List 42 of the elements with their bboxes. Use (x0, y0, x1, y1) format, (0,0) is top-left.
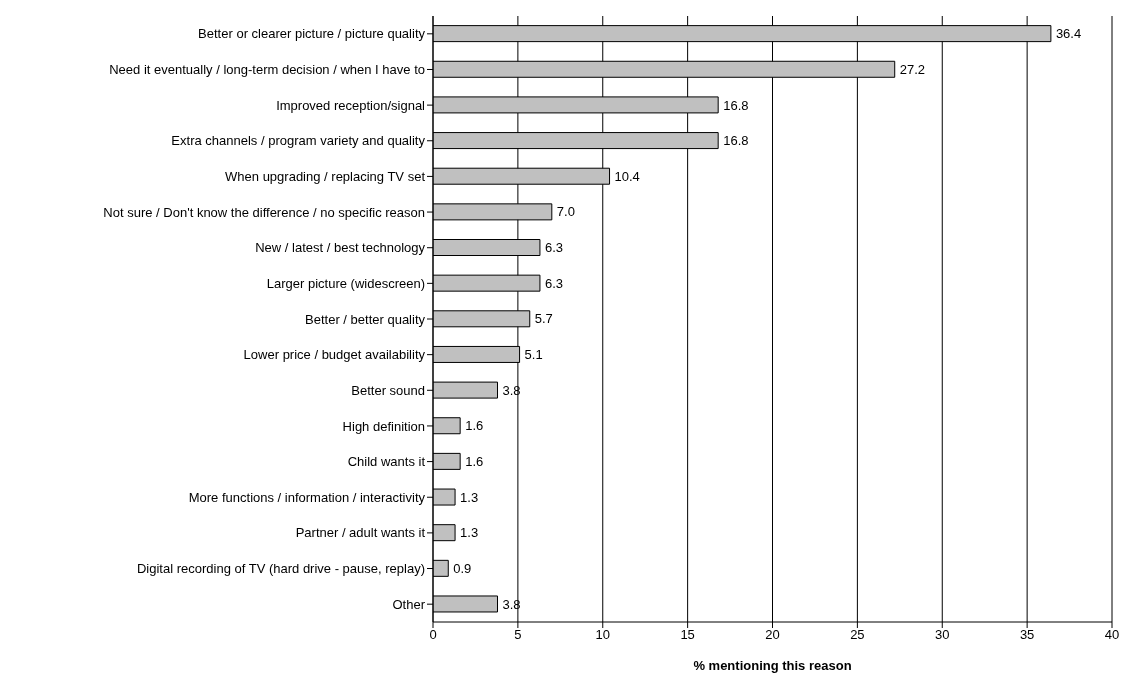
x-axis-title: % mentioning this reason (693, 658, 852, 673)
y-tick-label: Partner / adult wants it (295, 525, 426, 541)
x-tick-label: 5 (514, 627, 522, 643)
y-tick-label: Improved reception/signal (276, 97, 426, 113)
x-tick-label: 30 (935, 627, 950, 643)
y-tick-label: Extra channels / program variety and quality (171, 133, 426, 149)
y-tick-label: High definition (342, 418, 425, 434)
data-label: 16.8 (723, 133, 749, 149)
y-tick-label: Better / better quality (305, 311, 426, 327)
data-label: 6.3 (544, 240, 564, 256)
y-tick-label: Better or clearer picture / picture quality (198, 26, 426, 42)
data-label: 10.4 (614, 168, 640, 184)
data-label: 7.0 (556, 204, 575, 220)
data-label: 1.3 (460, 489, 479, 505)
y-tick-label: Digital recording of TV (hard drive - pause, replay) (136, 561, 425, 577)
data-label: 1.6 (465, 418, 484, 434)
x-tick-label: 20 (765, 627, 780, 643)
y-tick-label: New / latest / best technology (255, 240, 426, 256)
data-label: 1.3 (460, 525, 479, 541)
y-tick-label: Lower price / budget availability (243, 347, 426, 363)
y-tick-label: Better sound (351, 382, 425, 398)
y-tick-label: Other (392, 596, 426, 612)
y-tick-label: Not sure / Don't know the difference / no specific reason (103, 204, 425, 220)
data-label: 27.2 (899, 61, 926, 77)
x-tick-label: 40 (1104, 627, 1120, 643)
data-label: 0.9 (453, 560, 472, 576)
x-tick-label: 25 (850, 627, 865, 643)
y-tick-label: More functions / information / interactivity (188, 489, 426, 505)
x-tick-label: 15 (680, 627, 695, 643)
data-label: 16.8 (723, 97, 749, 113)
x-tick-label: 0 (429, 627, 437, 643)
y-tick-label: Need it eventually / long-term decision / when I have to (109, 62, 425, 78)
data-label: 6.3 (544, 275, 564, 291)
x-tick-label: 10 (595, 627, 610, 643)
y-tick-label: Child wants it (347, 454, 426, 470)
data-label: 5.7 (534, 311, 553, 327)
x-tick-label: 35 (1019, 627, 1035, 643)
y-tick-label: Larger picture (widescreen) (266, 275, 425, 291)
y-tick-label: When upgrading / replacing TV set (225, 169, 426, 185)
data-label: 36.4 (1055, 26, 1082, 42)
data-label: 5.1 (524, 347, 543, 363)
data-label: 1.6 (465, 454, 484, 469)
